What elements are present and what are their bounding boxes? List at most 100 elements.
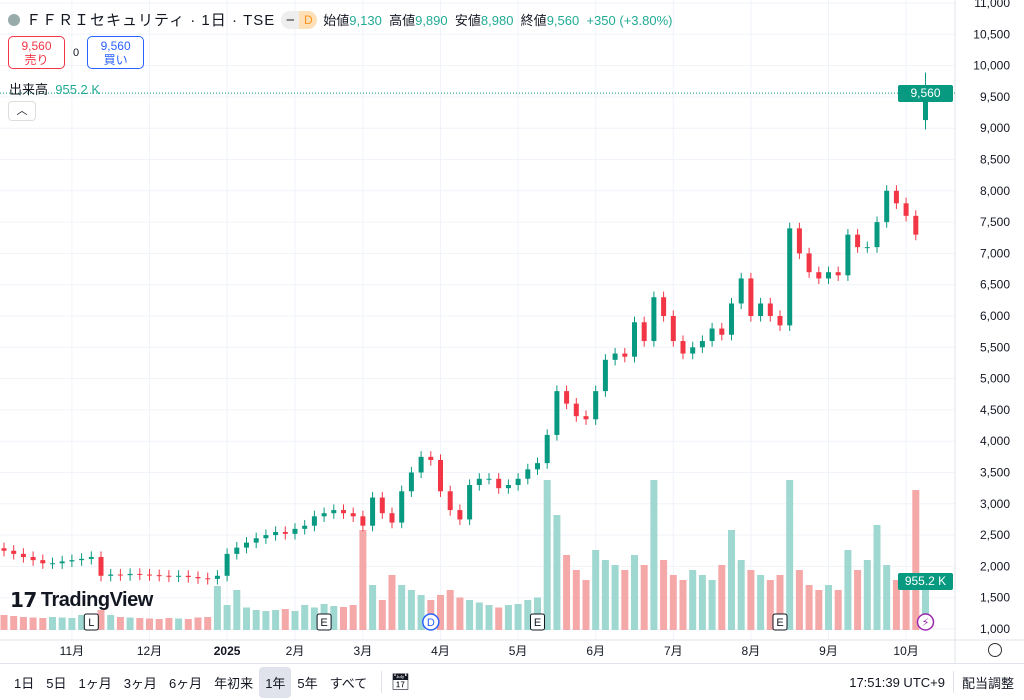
range-1[interactable]: 5日 [46, 675, 67, 691]
candle-body [787, 228, 793, 326]
collapse-legend-button[interactable]: ︿ [8, 101, 36, 121]
candle-body [632, 322, 637, 357]
y-tick-label: 7,000 [980, 246, 1010, 260]
volume-bar [504, 605, 512, 630]
candle-body [399, 491, 405, 523]
candle-body [641, 322, 647, 342]
ohlc-readout: 始値9,130 高値9,890 安値8,980 終値9,560 +350 (+3… [323, 10, 672, 29]
trade-buttons: 9,560 売り 0 9,560 買い [8, 36, 145, 69]
y-tick-label: 7,500 [980, 215, 1010, 229]
volume-bar [640, 565, 648, 630]
settings-gear-icon[interactable] [988, 643, 1002, 657]
range-6[interactable]: 1年 [259, 666, 292, 698]
symbol-title[interactable]: ＦＦＲＩセキュリティ · 1日 · TSE [26, 12, 276, 29]
x-tick-label: 11月 [60, 644, 84, 658]
candle-body [913, 215, 919, 235]
earnings-marker [316, 613, 332, 631]
candle-body [573, 403, 579, 417]
candle-body [864, 247, 870, 249]
volume-bar [78, 615, 86, 630]
candle-body [855, 234, 861, 248]
volume-bar [184, 619, 192, 630]
volume-bar [369, 585, 377, 630]
candle-body [88, 557, 94, 559]
candle-body [476, 478, 482, 486]
high-label: 高値 [389, 13, 416, 28]
y-tick-label: 11,000 [974, 0, 1010, 10]
candle-body [389, 513, 395, 523]
candle-body [117, 574, 123, 576]
candle-body [467, 485, 473, 520]
tradingview-logo-icon: 𝟭𝟳 [10, 590, 37, 612]
range-buttons: 1日 5日 1ヶ月 3ヶ月 6ヶ月 年初来 1年 5年 すべて [8, 666, 373, 698]
candle-body [302, 525, 308, 529]
volume-legend[interactable]: 出来高 955.2 K [9, 79, 100, 98]
candle-body [282, 531, 288, 534]
volume-bar [495, 607, 503, 630]
divider [952, 671, 954, 693]
volume-bar [582, 580, 590, 630]
volume-bar [0, 615, 8, 630]
candle-body [690, 347, 696, 354]
volume-bar [19, 617, 27, 630]
candle-body [767, 303, 773, 316]
buy-label: 買い [103, 53, 128, 67]
volume-bar [873, 525, 881, 630]
y-tick-label: 3,500 [980, 466, 1010, 480]
candle-body [796, 228, 802, 254]
buy-price: 9,560 [100, 39, 131, 53]
price-chart[interactable]: 1,000 1,500 2,000 2,500 3,000 3,500 4,000 4,500… [0, 0, 1024, 663]
volume-bar [747, 570, 755, 630]
candle-body [166, 575, 172, 577]
volume-bar [252, 610, 260, 630]
candle-body [79, 558, 85, 561]
candle-body [680, 341, 686, 354]
tradingview-watermark[interactable]: 𝟭𝟳 TradingView [10, 588, 153, 613]
candle-body [50, 563, 55, 565]
range-2[interactable]: 1ヶ月 [78, 675, 112, 691]
candle-body [350, 513, 356, 517]
dividend-marker [422, 613, 440, 631]
clock[interactable]: 17:51:39 UTC+9 [849, 674, 945, 690]
candle-body [515, 478, 521, 486]
open-label: 始値 [323, 13, 350, 28]
candle-body [331, 510, 337, 514]
volume-bar [805, 585, 813, 630]
range-7[interactable]: 5年 [297, 675, 318, 691]
volume-bar [466, 600, 474, 630]
goto-date-icon[interactable]: 📅︎ [390, 674, 411, 691]
range-5[interactable]: 年初来 [214, 675, 254, 691]
volume-bar [601, 560, 609, 630]
market-status-badge[interactable]: ━ D [281, 10, 318, 29]
y-tick-label: 5,000 [980, 372, 1010, 386]
volume-bar [272, 610, 280, 630]
volume-bar [10, 616, 18, 630]
y-tick-label: 8,000 [980, 184, 1010, 198]
candle-body [360, 516, 366, 526]
candle-body [156, 575, 162, 577]
candle-body [30, 557, 36, 561]
candle-body [457, 510, 463, 520]
volume-bar [863, 560, 871, 630]
candle-body [593, 391, 599, 420]
range-0[interactable]: 1日 [14, 675, 35, 691]
candle-body [234, 547, 240, 554]
candle-body [903, 203, 909, 216]
range-3[interactable]: 3ヶ月 [123, 675, 157, 691]
volume-bar [58, 617, 66, 630]
candle-body [496, 478, 502, 489]
earnings-marker [83, 613, 99, 631]
range-8[interactable]: すべて [329, 675, 368, 691]
x-tick-label: 5月 [509, 644, 528, 658]
candle-body [428, 456, 434, 460]
volume-bar [708, 580, 716, 630]
earnings-marker-label: E [320, 617, 327, 629]
range-4[interactable]: 6ヶ月 [168, 675, 203, 691]
buy-button[interactable]: 9,560 買い [87, 36, 145, 69]
sell-button[interactable]: 9,560 売り [8, 36, 65, 69]
volume-bar [718, 565, 726, 630]
candle-body [884, 190, 890, 223]
dividend-adjust-button[interactable]: 配当調整 [961, 675, 1014, 691]
candle-body [670, 316, 676, 342]
minus-icon: ━ [281, 10, 300, 29]
